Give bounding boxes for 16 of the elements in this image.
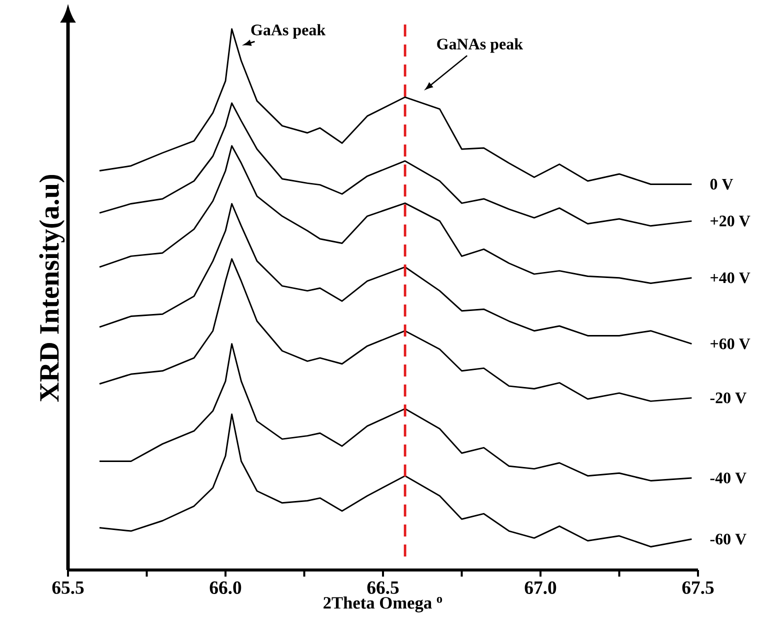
series-label: -20 V	[710, 392, 746, 404]
x-tick-label: 65.5	[52, 581, 84, 594]
annotation: GaNAs peak	[437, 38, 523, 53]
series-label: +40 V	[710, 272, 750, 284]
y-axis-title: XRD Intensity(a.u)	[39, 174, 65, 402]
series-label: +20 V	[710, 216, 750, 226]
x-tick-label: 66.0	[210, 581, 242, 594]
x-axis-title: 2Theta Omega $^{o}$	[324, 596, 442, 612]
series-label: 0 V	[710, 178, 734, 190]
x-tick-label: 67.5	[682, 581, 714, 594]
series-label: +60 V	[710, 338, 750, 350]
annotation: GaAs peak	[251, 24, 326, 39]
x-tick-label: 66.5	[367, 581, 399, 594]
x-tick-label: 67.0	[524, 581, 556, 594]
series-label: -60 V	[710, 534, 746, 545]
series-label: -40 V	[710, 472, 746, 484]
